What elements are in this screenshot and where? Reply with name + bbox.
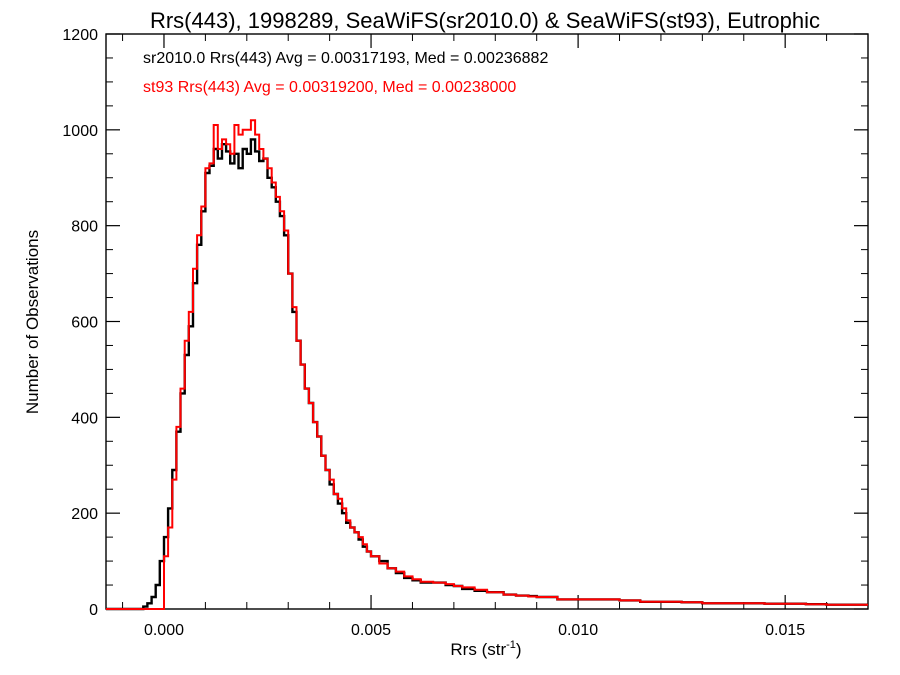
series-line-sr2010.0 — [106, 138, 868, 611]
y-axis: 0 200 400 600 800 1000 1200 — [62, 27, 868, 619]
x-axis: 0.000 0.005 0.010 0.015 — [122, 34, 869, 639]
y-tick-label: 600 — [71, 315, 98, 332]
x-axis-label: Rrs (str-1) — [450, 639, 521, 659]
x-tick-label: 0.010 — [558, 622, 598, 639]
y-tick-label: 200 — [71, 506, 98, 523]
x-axis-label-end: ) — [516, 640, 522, 659]
y-tick-label: 400 — [71, 410, 98, 427]
y-tick-label: 800 — [71, 219, 98, 236]
x-tick-label: 0.015 — [765, 622, 805, 639]
y-tick-label: 0 — [89, 602, 98, 619]
y-axis-label: Number of Observations — [23, 230, 42, 414]
legend-entry-sr2010: sr2010.0 Rrs(443) Avg = 0.00317193, Med … — [143, 50, 548, 67]
series-line-st93 — [106, 119, 868, 610]
series-layer — [106, 119, 868, 611]
x-tick-label: 0.000 — [144, 622, 184, 639]
plot-frame — [105, 33, 869, 610]
chart-title: Rrs(443), 1998289, SeaWiFS(sr2010.0) & S… — [150, 8, 820, 33]
y-tick-label: 1200 — [62, 27, 98, 44]
x-axis-label-main: Rrs (str — [450, 640, 506, 659]
legend-entry-st93: st93 Rrs(443) Avg = 0.00319200, Med = 0.… — [143, 79, 516, 96]
x-tick-label: 0.005 — [351, 622, 391, 639]
y-tick-label: 1000 — [62, 123, 98, 140]
x-axis-label-sup: -1 — [506, 639, 516, 651]
